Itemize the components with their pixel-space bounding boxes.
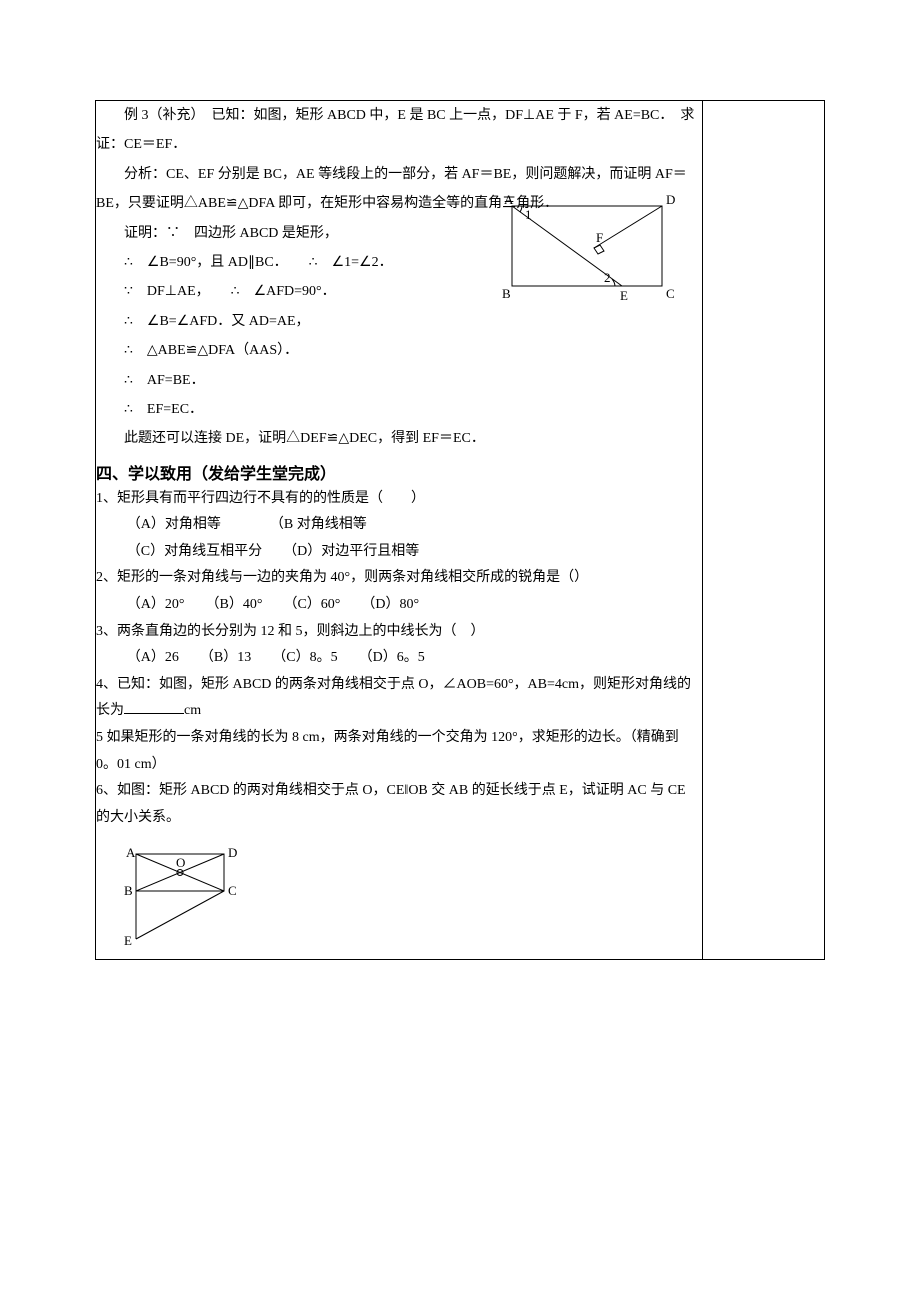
label2-a: A xyxy=(126,845,136,860)
figure-2-svg: A D B C E O xyxy=(116,839,246,954)
label-e: E xyxy=(620,288,628,303)
section-4-heading: 四、学以致用（发给学生堂完成） xyxy=(96,460,702,484)
proof-step-1: ∴ ∠B=90°，且 AD∥BC． ∴ ∠1=∠2． xyxy=(96,248,426,277)
layout-table: 例 3（补充） 已知：如图，矩形 ABCD 中，E 是 BC 上一点，DF⊥AE… xyxy=(95,100,825,960)
label-angle1: 1 xyxy=(525,207,532,222)
label-angle2: 2 xyxy=(604,270,611,285)
proof-intro: 证明：∵ 四边形 ABCD 是矩形， xyxy=(96,219,426,248)
label2-o: O xyxy=(176,855,185,870)
rect-abcd xyxy=(512,206,662,286)
right-angle-f xyxy=(594,245,604,254)
q3-opts: （A）26 （B）13 （C）8。5 （D）6。5 xyxy=(96,645,702,672)
figure-2: A D B C E O xyxy=(116,839,702,959)
proof-text: 证明：∵ 四边形 ABCD 是矩形， ∴ ∠B=90°，且 AD∥BC． ∴ ∠… xyxy=(96,219,426,425)
q1-stem: 1、矩形具有而平行四边行不具有的的性质是（ ） xyxy=(96,486,702,513)
label2-c: C xyxy=(228,883,237,898)
label2-b: B xyxy=(124,883,133,898)
q4-stem: 4、已知：如图，矩形 ABCD 的两条对角线相交于点 O，∠AOB=60°，AB… xyxy=(96,672,702,725)
line-ce xyxy=(136,891,224,939)
label2-e: E xyxy=(124,933,132,948)
proof-step-4: ∴ △ABE≌△DFA（AAS）． xyxy=(96,336,426,365)
q2-stem: 2、矩形的一条对角线与一边的夹角为 40°，则两条对角线相交所成的锐角是（） xyxy=(96,565,702,592)
proof-step-3: ∴ ∠B=∠AFD．又 AD=AE， xyxy=(96,307,426,336)
example3-note: 此题还可以连接 DE，证明△DEF≌△DEC，得到 EF＝EC． xyxy=(96,424,702,453)
q4-blank xyxy=(124,699,184,714)
label-d: D xyxy=(666,192,675,207)
q2-opts: （A）20° （B）40° （C）60° （D）80° xyxy=(96,592,702,619)
q5: 5 如果矩形的一条对角线的长为 8 cm，两条对角线的一个交角为 120°，求矩… xyxy=(96,725,702,778)
q1-opts2: （C）对角线互相平分 （D）对边平行且相等 xyxy=(96,539,702,566)
label-b: B xyxy=(502,286,511,301)
proof-step-5: ∴ AF=BE． xyxy=(96,366,426,395)
figure-1: A D B C E F 1 2 xyxy=(492,186,692,311)
q4-stem-b: cm xyxy=(184,703,201,718)
label2-d: D xyxy=(228,845,237,860)
example-3: 例 3（补充） 已知：如图，矩形 ABCD 中，E 是 BC 上一点，DF⊥AE… xyxy=(96,101,702,424)
label-a: A xyxy=(504,192,514,207)
line-df xyxy=(594,206,662,248)
content-cell: 例 3（补充） 已知：如图，矩形 ABCD 中，E 是 BC 上一点，DF⊥AE… xyxy=(96,101,703,960)
page: 例 3（补充） 已知：如图，矩形 ABCD 中，E 是 BC 上一点，DF⊥AE… xyxy=(0,0,920,1160)
proof-step-6: ∴ EF=EC． xyxy=(96,395,426,424)
side-cell xyxy=(702,101,824,960)
q3-stem: 3、两条直角边的长分别为 12 和 5，则斜边上的中线长为（ ） xyxy=(96,619,702,646)
label-c: C xyxy=(666,286,675,301)
q6: 6、如图：矩形 ABCD 的两对角线相交于点 O，CE‖OB 交 AB 的延长线… xyxy=(96,778,702,831)
figure-1-svg: A D B C E F 1 2 xyxy=(492,186,692,306)
proof-step-2: ∵ DF⊥AE， ∴ ∠AFD=90°． xyxy=(96,277,426,306)
label-f: F xyxy=(596,230,603,245)
q1-opts: （A）对角相等 （B 对角线相等 xyxy=(96,512,702,539)
angle-1-arc xyxy=(520,206,522,212)
example3-title: 例 3（补充） 已知：如图，矩形 ABCD 中，E 是 BC 上一点，DF⊥AE… xyxy=(96,101,702,160)
